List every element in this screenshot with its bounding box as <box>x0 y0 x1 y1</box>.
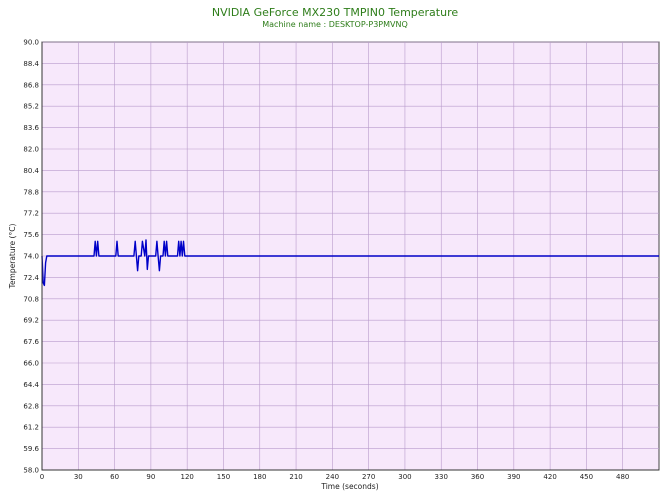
x-tick-label: 120 <box>180 473 193 481</box>
y-tick-label: 58.0 <box>23 467 39 475</box>
y-tick-label: 67.6 <box>23 338 39 346</box>
axis-ticks: 0 30 60 90 120 150 180 210 240 270 300 330 360 390 420… <box>23 39 629 482</box>
y-tick-label: 80.4 <box>23 167 39 175</box>
y-tick-label: 78.8 <box>23 188 39 196</box>
y-tick-label: 83.6 <box>23 124 39 132</box>
y-tick-label: 82.0 <box>23 146 39 154</box>
y-tick-label: 85.2 <box>23 103 39 111</box>
x-tick-label: 150 <box>217 473 230 481</box>
y-tick-label: 70.8 <box>23 295 39 303</box>
x-tick-label: 450 <box>580 473 593 481</box>
y-tick-label: 74.0 <box>23 253 39 261</box>
x-tick-label: 180 <box>253 473 266 481</box>
y-tick-label: 69.2 <box>23 317 39 325</box>
y-tick-label: 75.6 <box>23 231 39 239</box>
x-tick-label: 0 <box>40 473 44 481</box>
x-tick-label: 90 <box>146 473 155 481</box>
y-tick-label: 62.8 <box>23 402 39 410</box>
x-tick-label: 60 <box>110 473 119 481</box>
x-tick-label: 420 <box>543 473 556 481</box>
y-tick-label: 72.4 <box>23 274 39 282</box>
x-tick-label: 360 <box>471 473 484 481</box>
y-tick-label: 64.4 <box>23 381 39 389</box>
x-tick-label: 30 <box>74 473 83 481</box>
chart-subtitle: Machine name : DESKTOP-P3PMVNQ <box>262 20 408 29</box>
y-tick-label: 88.4 <box>23 60 39 68</box>
y-tick-label: 66.0 <box>23 360 39 368</box>
x-tick-label: 270 <box>362 473 375 481</box>
temperature-series-line <box>41 239 659 287</box>
y-tick-label: 90.0 <box>23 39 39 47</box>
x-tick-label: 210 <box>289 473 302 481</box>
y-axis-label: Temperature (°C) <box>8 224 17 290</box>
y-tick-label: 86.8 <box>23 81 39 89</box>
x-tick-label: 480 <box>616 473 629 481</box>
y-tick-label: 77.2 <box>23 210 39 218</box>
x-tick-label: 300 <box>398 473 411 481</box>
chart-title: NVIDIA GeForce MX230 TMPIN0 Temperature <box>212 6 459 19</box>
x-tick-label: 330 <box>435 473 448 481</box>
x-tick-label: 240 <box>326 473 339 481</box>
y-tick-label: 61.2 <box>23 424 39 432</box>
y-tick-label: 59.6 <box>23 445 39 453</box>
x-tick-label: 390 <box>507 473 520 481</box>
x-axis-label: Time (seconds) <box>320 482 378 491</box>
